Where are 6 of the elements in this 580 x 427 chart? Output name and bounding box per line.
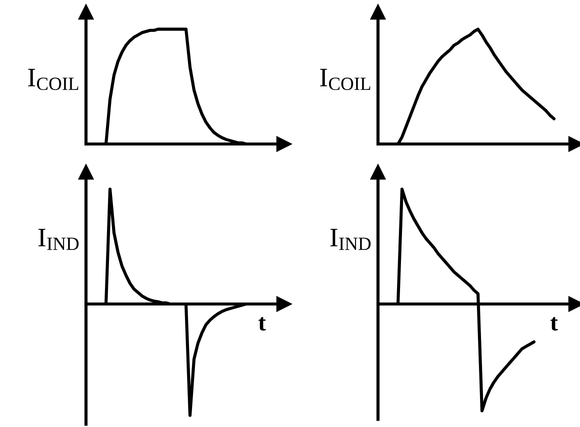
y-axis-title: I$_{IND}$	[330, 228, 371, 250]
y-axis-title: I$_{IND}$	[38, 228, 79, 250]
y-axis-title: I$_{COIL}$	[320, 68, 370, 90]
y-axis-title: I$_{COIL}$	[28, 68, 78, 90]
x-axis-title: t	[550, 317, 558, 331]
x-axis-title: t	[258, 317, 266, 331]
